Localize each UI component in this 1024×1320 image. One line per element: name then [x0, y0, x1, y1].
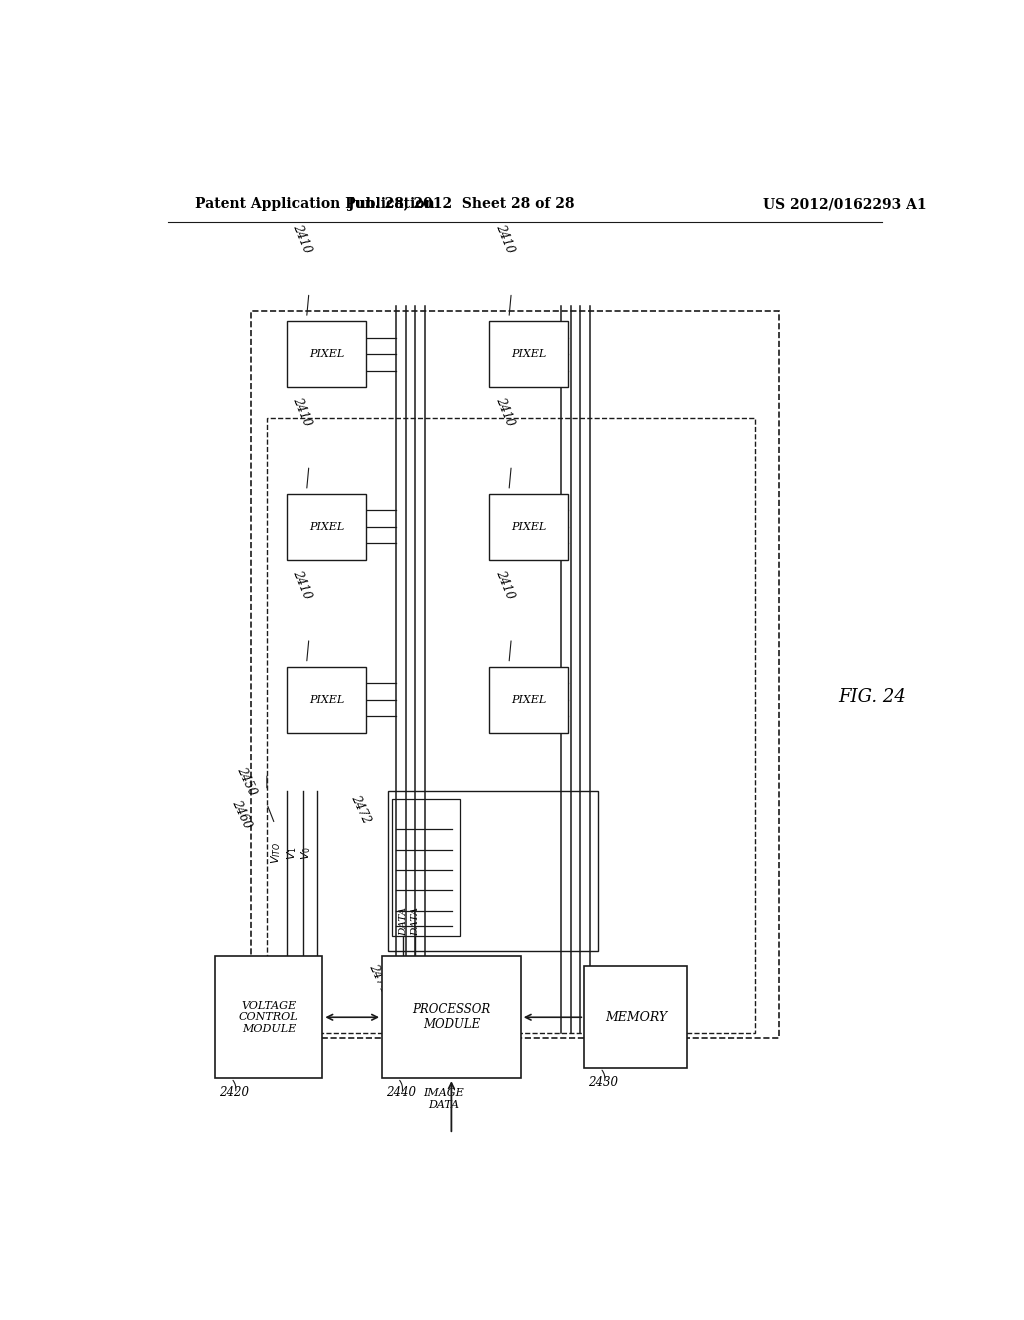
- Bar: [287, 667, 367, 733]
- Bar: [251, 312, 778, 1038]
- Text: 2410: 2410: [291, 222, 314, 255]
- Text: IMAGE
DATA: IMAGE DATA: [423, 1089, 464, 1110]
- Text: $V_1$: $V_1$: [285, 846, 299, 861]
- Text: Patent Application Publication: Patent Application Publication: [196, 197, 435, 211]
- Text: PIXEL: PIXEL: [309, 348, 344, 359]
- Text: Jun. 28, 2012  Sheet 28 of 28: Jun. 28, 2012 Sheet 28 of 28: [348, 197, 574, 211]
- Text: 2410: 2410: [291, 395, 314, 428]
- Text: DATA: DATA: [411, 907, 420, 936]
- Text: 2420: 2420: [219, 1086, 249, 1100]
- Text: VOLTAGE
CONTROL
MODULE: VOLTAGE CONTROL MODULE: [239, 1001, 299, 1034]
- Bar: [287, 494, 367, 560]
- Text: $V_0$: $V_0$: [299, 846, 313, 861]
- Text: 2410: 2410: [494, 568, 516, 601]
- Bar: [489, 321, 568, 387]
- Bar: [382, 956, 521, 1078]
- Bar: [287, 321, 367, 387]
- Text: 2410: 2410: [494, 222, 516, 255]
- Text: MEMORY: MEMORY: [605, 1011, 667, 1024]
- Text: 2474: 2474: [367, 961, 390, 994]
- Text: US 2012/0162293 A1: US 2012/0162293 A1: [763, 197, 927, 211]
- Text: 2472: 2472: [348, 792, 373, 825]
- Text: $V_{ITO}$: $V_{ITO}$: [269, 842, 283, 865]
- Text: 2410: 2410: [494, 395, 516, 428]
- Text: PIXEL: PIXEL: [511, 521, 547, 532]
- Text: 2430: 2430: [588, 1076, 618, 1089]
- Text: 2410: 2410: [291, 568, 314, 601]
- Bar: [585, 966, 687, 1068]
- Bar: [388, 791, 598, 952]
- Text: PIXEL: PIXEL: [309, 694, 344, 705]
- Text: PIXEL: PIXEL: [511, 694, 547, 705]
- Bar: [215, 956, 323, 1078]
- Text: 2450: 2450: [234, 766, 259, 797]
- Text: FIG. 24: FIG. 24: [839, 688, 906, 706]
- Bar: [489, 667, 568, 733]
- Bar: [267, 417, 755, 1032]
- Text: 2440: 2440: [386, 1086, 416, 1100]
- Bar: [489, 494, 568, 560]
- Text: PROCESSOR
MODULE: PROCESSOR MODULE: [413, 1003, 490, 1031]
- Bar: [392, 799, 460, 936]
- Text: PIXEL: PIXEL: [309, 521, 344, 532]
- Text: PIXEL: PIXEL: [511, 348, 547, 359]
- Text: DATA: DATA: [399, 907, 408, 936]
- Text: 2460: 2460: [229, 797, 253, 830]
